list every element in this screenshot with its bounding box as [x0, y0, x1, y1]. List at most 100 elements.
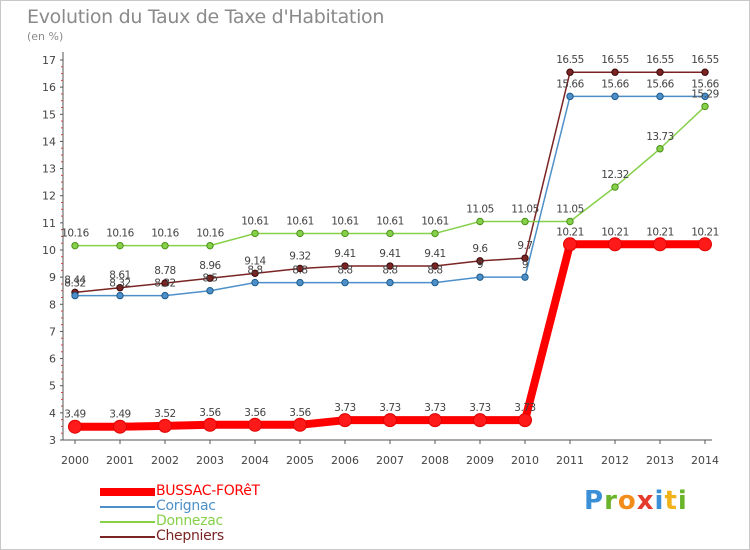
data-label: 8.78 [154, 265, 175, 277]
y-tick-label: 4 [49, 407, 56, 420]
data-point [473, 413, 487, 428]
logo-letter: i [654, 486, 665, 516]
proxiti-logo: Proxiti [584, 486, 688, 516]
data-label: 3.49 [109, 409, 130, 421]
data-point [698, 237, 712, 252]
data-label: 8.96 [199, 260, 221, 272]
x-tick-label: 2008 [421, 454, 449, 467]
data-label: 10.21 [556, 226, 584, 238]
data-point [116, 241, 124, 250]
data-label: 9.32 [289, 250, 310, 262]
chart-unit-label: (en %) [27, 30, 64, 43]
data-label: 3.52 [154, 408, 175, 420]
legend-item: Chepniers [100, 528, 360, 544]
data-point [251, 278, 259, 287]
data-point [341, 262, 349, 270]
data-label: 10.16 [61, 228, 89, 240]
data-point [563, 237, 577, 252]
logo-letter: P [584, 486, 605, 516]
data-point [206, 274, 214, 282]
data-label: 9 [477, 259, 483, 271]
data-point [161, 241, 169, 250]
y-tick-label: 6 [49, 353, 56, 366]
data-label: 10.16 [151, 228, 179, 240]
data-label: 11.05 [511, 204, 539, 216]
data-label: 9 [522, 259, 528, 271]
y-tick-label: 17 [42, 54, 56, 67]
data-label: 16.55 [646, 54, 674, 66]
data-label: 10.21 [601, 226, 629, 238]
legend-label: Donnezac [156, 513, 223, 529]
data-point [161, 291, 169, 300]
x-tick-label: 2014 [691, 454, 719, 467]
data-label: 10.16 [106, 228, 134, 240]
data-point [566, 217, 574, 226]
y-tick-label: 15 [42, 108, 56, 121]
x-tick-label: 2012 [601, 454, 629, 467]
x-tick-label: 2009 [466, 454, 494, 467]
data-point [521, 217, 529, 226]
data-label: 9.41 [424, 248, 445, 260]
data-label: 3.56 [289, 407, 311, 419]
x-tick-label: 2006 [331, 454, 359, 467]
data-point [71, 291, 79, 300]
data-point [431, 262, 439, 270]
data-label: 10.61 [421, 215, 449, 227]
data-label: 15.66 [691, 78, 719, 90]
data-point [476, 217, 484, 226]
data-label: 8.61 [109, 270, 130, 282]
data-label: 10.16 [196, 228, 224, 240]
data-point [206, 287, 214, 295]
data-label: 10.61 [331, 215, 359, 227]
logo-letter: r [604, 486, 618, 516]
data-point [251, 269, 259, 278]
data-label: 8.8 [247, 265, 262, 277]
data-point [161, 279, 169, 287]
data-point [521, 254, 529, 262]
legend-label: BUSSAC-FORêT [156, 483, 260, 499]
x-tick-label: 2007 [376, 454, 404, 467]
x-tick-label: 2010 [511, 454, 539, 467]
data-point [158, 418, 172, 433]
data-point [386, 278, 394, 287]
data-point [656, 145, 664, 153]
data-point [656, 92, 664, 101]
data-point [476, 257, 484, 265]
data-point [386, 262, 394, 270]
data-label: 3.56 [244, 407, 266, 419]
data-point [203, 417, 217, 432]
logo-letter: i [677, 486, 688, 516]
data-label: 10.61 [286, 215, 314, 227]
data-point [293, 417, 307, 432]
data-point [701, 68, 709, 76]
data-label: 15.66 [556, 78, 584, 90]
data-point [248, 417, 262, 432]
data-label: 3.73 [379, 402, 400, 414]
data-point [341, 278, 349, 287]
logo-letter: t [664, 486, 678, 516]
y-tick-label: 9 [49, 271, 56, 284]
data-label: 3.73 [424, 402, 445, 414]
data-label: 13.73 [646, 131, 674, 143]
data-label: 8.5 [202, 273, 217, 285]
data-point [431, 278, 439, 287]
x-tick-label: 2004 [241, 454, 269, 467]
y-tick-label: 11 [42, 217, 56, 230]
data-label: 9.41 [379, 248, 400, 260]
y-tick-label: 13 [42, 163, 56, 176]
data-label: 3.73 [469, 402, 490, 414]
data-point [116, 291, 124, 300]
data-label: 8.8 [337, 265, 352, 277]
data-point [611, 68, 619, 76]
x-tick-label: 2013 [646, 454, 674, 467]
data-label: 3.73 [514, 402, 535, 414]
chart-title: Evolution du Taux de Taxe d'Habitation [27, 6, 385, 28]
data-point [653, 237, 667, 252]
data-point [566, 68, 574, 76]
data-label: 8.44 [64, 274, 86, 286]
data-label: 9.14 [244, 255, 266, 267]
data-label: 8.8 [427, 265, 442, 277]
data-label: 16.55 [691, 54, 719, 66]
legend-item: Corignac [100, 498, 360, 514]
